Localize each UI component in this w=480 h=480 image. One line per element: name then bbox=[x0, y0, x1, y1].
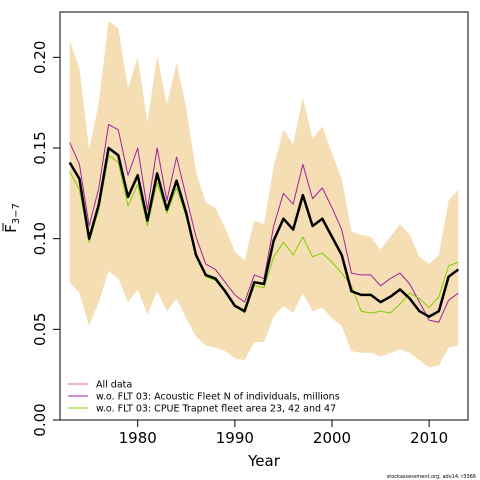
x-tick-label: 2010 bbox=[410, 429, 448, 447]
y-axis: 0.00 0.05 0.10 0.15 0.20 bbox=[31, 41, 60, 437]
series-line-2 bbox=[68, 146, 460, 318]
series-line-1 bbox=[69, 154, 459, 314]
y-tick-label: 0.20 bbox=[31, 41, 49, 74]
y-axis-title: F3−7 bbox=[2, 203, 22, 233]
confidence-band bbox=[69, 21, 459, 368]
legend-label: w.o. FLT 03: CPUE Trapnet fleet area 23,… bbox=[96, 404, 336, 415]
x-axis-title: Year bbox=[247, 452, 281, 470]
x-tick-label: 1980 bbox=[119, 429, 157, 447]
legend-label: w.o. FLT 03: Acoustic Fleet N of individ… bbox=[96, 392, 340, 403]
y-tick-label: 0.00 bbox=[31, 403, 49, 436]
x-tick-label: 1990 bbox=[216, 429, 254, 447]
y-axis-title-main: F bbox=[2, 224, 20, 233]
legend-label: All data bbox=[96, 380, 132, 391]
plot-frame bbox=[59, 11, 469, 421]
y-tick-label: 0.10 bbox=[31, 222, 49, 255]
series-layer bbox=[68, 123, 460, 323]
y-tick-label: 0.15 bbox=[31, 131, 49, 164]
confidence-band-layer bbox=[69, 21, 459, 368]
x-tick-label: 2000 bbox=[313, 429, 351, 447]
credit-text: stockassessment.org, adv14, r3366 bbox=[387, 474, 476, 480]
y-tick-label: 0.05 bbox=[31, 313, 49, 346]
x-axis: 1980 1990 2000 2010 bbox=[119, 420, 448, 447]
y-axis-title-subscript: 3−7 bbox=[11, 203, 22, 224]
svg-text:F3−7: F3−7 bbox=[2, 203, 22, 233]
